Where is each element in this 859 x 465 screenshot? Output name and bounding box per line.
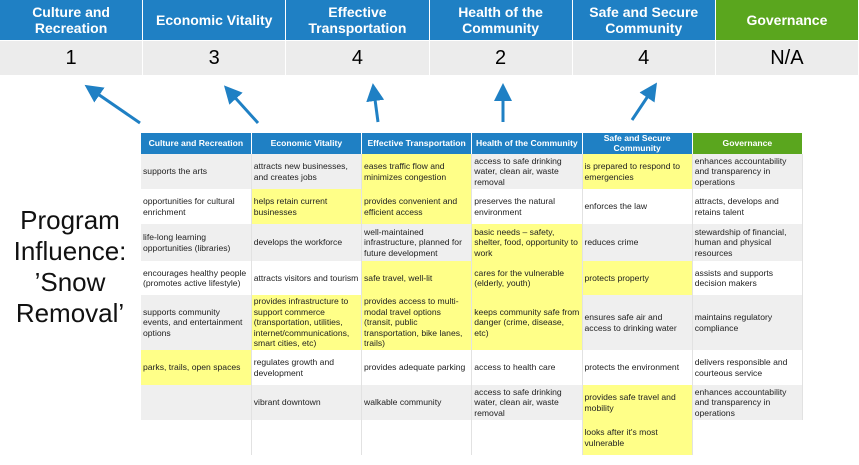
- arrow-icon: [84, 84, 141, 125]
- table-cell: ensures safe air and access to drinking …: [582, 295, 693, 350]
- table-row: supports the arts attracts new businesses…: [141, 154, 804, 189]
- table-cell: provides convenient and efficient access: [361, 189, 473, 224]
- summary-header: Economic Vitality: [143, 0, 287, 40]
- table-cell: looks after it's most vulnerable: [582, 420, 693, 455]
- table-cell: cares for the vulnerable (elderly, youth…: [471, 261, 583, 295]
- table-cell: enhances accountability and transparency…: [692, 385, 804, 420]
- table-cell: life-long learning opportunities (librar…: [141, 224, 252, 261]
- table-cell: protects the environment: [582, 350, 693, 385]
- table-cell: [471, 420, 583, 455]
- table-cell: walkable community: [361, 385, 473, 420]
- summary-value: 4: [286, 40, 430, 75]
- table-cell: is prepared to respond to emergencies: [582, 154, 693, 189]
- column-header: Governance: [692, 133, 804, 154]
- summary-grid: Culture and Recreation Economic Vitality E…: [0, 0, 859, 75]
- table-cell: attracts visitors and tourism: [251, 261, 363, 295]
- table-cell: access to safe drinking water, clean air…: [471, 154, 583, 189]
- summary-value: 2: [429, 40, 573, 75]
- table-cell: safe travel, well-lit: [361, 261, 473, 295]
- column-header: Health of the Community: [471, 133, 583, 154]
- table-cell: opportunities for cultural enrichment: [141, 189, 252, 224]
- column-header: Economic Vitality: [251, 133, 363, 154]
- table-cell: keeps community safe from danger (crime,…: [471, 295, 583, 350]
- table-cell: helps retain current businesses: [251, 189, 363, 224]
- table-cell: well-maintained infrastructure, planned …: [361, 224, 473, 261]
- table-cell: protects property: [582, 261, 693, 295]
- summary-value: 1: [0, 40, 144, 75]
- table-cell: assists and supports decision makers: [692, 261, 804, 295]
- table-row: looks after it's most vulnerable: [141, 420, 803, 455]
- table-cell: provides safe travel and mobility: [582, 385, 693, 420]
- summary-value: 4: [572, 40, 716, 75]
- arrow-icon: [223, 85, 260, 125]
- table-cell: parks, trails, open spaces: [141, 350, 252, 385]
- table-row: vibrant downtown walkable community access…: [141, 385, 804, 420]
- table-cell: enhances accountability and transparency…: [692, 154, 804, 189]
- table-cell: provides infrastructure to support comme…: [251, 295, 363, 350]
- table-cell: [692, 420, 803, 455]
- table-cell: vibrant downtown: [251, 385, 363, 420]
- arrow-icon: [630, 82, 657, 121]
- table-cell: supports community events, and entertain…: [141, 295, 252, 350]
- column-header: Culture and Recreation: [141, 133, 252, 154]
- summary-header: Governance: [715, 0, 859, 40]
- table-cell: attracts, develops and retains talent: [692, 189, 804, 224]
- table-cell: maintains regulatory compliance: [692, 295, 804, 350]
- table-row: encourages healthy people (promotes acti…: [141, 261, 804, 295]
- column-header: Effective Transportation: [361, 133, 473, 154]
- table-cell: attracts new businesses, and creates job…: [251, 154, 363, 189]
- table-cell: stewardship of financial, human and phys…: [692, 224, 804, 261]
- summary-header: Effective Transportation: [286, 0, 430, 40]
- influence-table: Culture and Recreation Economic Vitality E…: [141, 133, 804, 455]
- table-row: life-long learning opportunities (librar…: [141, 224, 804, 261]
- table-cell: provides adequate parking: [361, 350, 473, 385]
- summary-value: N/A: [715, 40, 859, 75]
- summary-header: Culture and Recreation: [0, 0, 144, 40]
- table-cell: preserves the natural environment: [471, 189, 583, 224]
- table-cell: provides access to multi-modal travel op…: [361, 295, 473, 350]
- table-cell: [361, 420, 473, 455]
- table-row: supports community events, and entertain…: [141, 295, 804, 350]
- table-row: opportunities for cultural enrichment hel…: [141, 189, 804, 224]
- summary-header: Safe and Secure Community: [572, 0, 716, 40]
- column-header: Safe and Secure Community: [582, 133, 693, 154]
- table-cell: delivers responsible and courteous servi…: [692, 350, 804, 385]
- table-cell: regulates growth and development: [251, 350, 363, 385]
- table-cell: eases traffic flow and minimizes congest…: [361, 154, 473, 189]
- table-cell: enforces the law: [582, 189, 693, 224]
- table-cell: [141, 385, 252, 420]
- table-cell: reduces crime: [582, 224, 693, 261]
- table-cell: access to health care: [471, 350, 583, 385]
- table-cell: basic needs – safety, shelter, food, opp…: [471, 224, 583, 261]
- table-cell: [251, 420, 363, 455]
- summary-header: Health of the Community: [429, 0, 573, 40]
- arrow-icon: [366, 83, 385, 123]
- table-cell: supports the arts: [141, 154, 252, 189]
- table-cell: [141, 420, 252, 455]
- table-cell: develops the workforce: [251, 224, 363, 261]
- table-cell: encourages healthy people (promotes acti…: [141, 261, 252, 295]
- summary-value: 3: [143, 40, 287, 75]
- table-cell: access to safe drinking water, clean air…: [471, 385, 583, 420]
- program-influence-label: Program Influence: ’Snow Removal’: [13, 205, 127, 328]
- table-row: parks, trails, open spaces regulates grow…: [141, 350, 804, 385]
